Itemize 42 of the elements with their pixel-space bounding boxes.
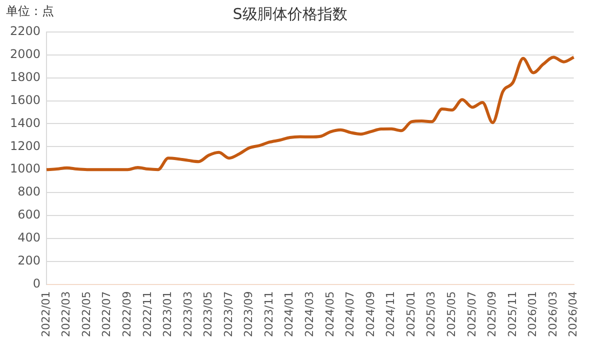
- y-tick-label: 1400: [10, 116, 41, 130]
- x-tick-label: 2026/01: [526, 291, 540, 338]
- y-tick-label: 1000: [10, 162, 41, 176]
- x-tick-label: 2022/07: [100, 291, 114, 338]
- x-tick-label: 2024/01: [282, 291, 296, 338]
- x-tick-label: 2025/05: [444, 291, 458, 338]
- y-tick-label: 200: [18, 253, 41, 268]
- x-tick-label: 2025/03: [424, 291, 438, 338]
- y-tick-label: 1200: [10, 138, 41, 153]
- text: 单位：点: [6, 4, 54, 18]
- x-tick-label: 2023/09: [242, 291, 256, 338]
- x-tick-label: 2022/11: [140, 291, 154, 338]
- y-tick-label: 400: [18, 230, 41, 245]
- y-tick-label: 600: [18, 208, 41, 222]
- line-series: [45, 56, 576, 172]
- x-tick-label: 2023/05: [202, 291, 215, 338]
- y-tick-label: 2200: [10, 24, 41, 38]
- x-tick-label: 2022/01: [39, 291, 52, 338]
- x-tick-label: 2026/04: [566, 291, 580, 338]
- y-tick-label: 1800: [10, 70, 41, 84]
- x-tick-label: 2024/09: [364, 291, 377, 338]
- x-tick-label: 2025/07: [465, 291, 478, 338]
- x-tick-label: 2023/11: [262, 291, 276, 338]
- x-tick-label: 2023/07: [222, 291, 235, 338]
- chart-title: S级胴体价格指数: [232, 4, 348, 23]
- x-tick-label: 2022/05: [80, 291, 93, 338]
- x-tick-label: 2022/03: [60, 291, 73, 338]
- y-tick-label: 800: [18, 184, 41, 199]
- x-tick-label: 2023/01: [161, 291, 174, 338]
- y-tick-label: 0: [32, 276, 41, 290]
- x-tick-label: 2024/11: [384, 291, 398, 338]
- x-tick-label: 2024/05: [323, 291, 336, 338]
- x-tick-label: 2022/09: [120, 291, 134, 338]
- x-tick-label: 2024/03: [303, 291, 316, 338]
- x-tick-label: 2025/01: [404, 291, 418, 338]
- y-tick-label: 2000: [10, 47, 41, 62]
- x-tick-label: 2024/07: [344, 291, 357, 338]
- x-tick-label: 2026/03: [546, 291, 560, 338]
- x-tick-label: 2025/09: [486, 291, 499, 338]
- x-tick-label: 2023/03: [181, 291, 194, 338]
- y-tick-label: 1600: [10, 92, 41, 107]
- x-tick-label: 2025/11: [506, 291, 519, 338]
